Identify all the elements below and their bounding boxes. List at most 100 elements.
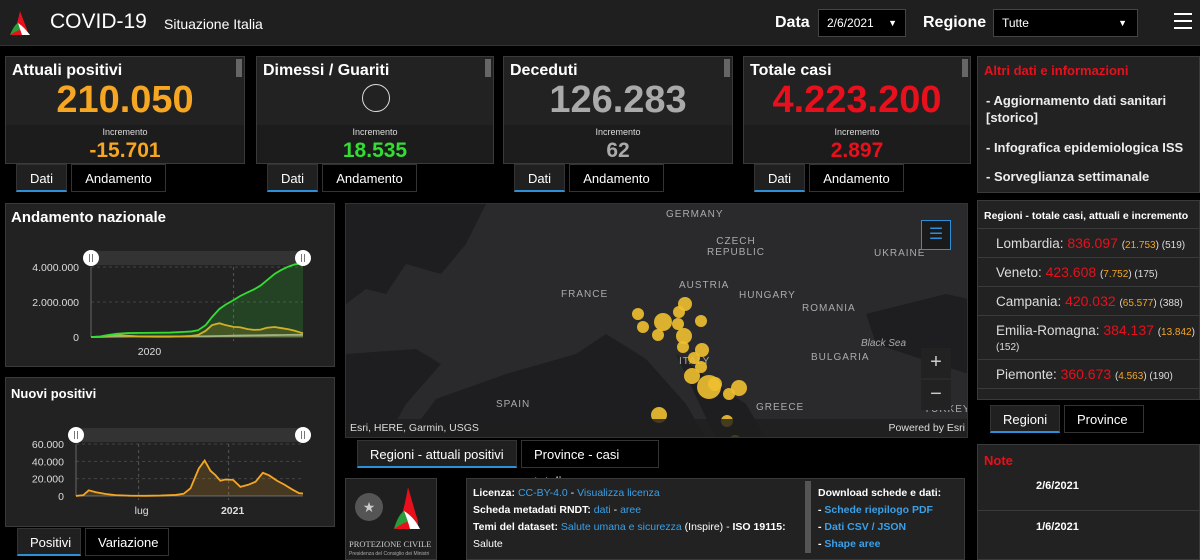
chevron-down-icon: ▼ [1118,18,1127,28]
region-bubble[interactable] [695,361,707,373]
range-slider-handle[interactable] [295,427,311,443]
app-title: COVID-19 [50,10,147,33]
tab-regioni-attuali[interactable]: Regioni - attuali positivi [357,440,517,468]
range-slider-handle[interactable] [83,250,99,266]
licenza-link[interactable]: CC-BY-4.0 [517,487,568,499]
zoom-out-button[interactable]: − [921,380,951,410]
andamento-chart[interactable]: 0 2.000.000 4.000.000 2020 [6,204,336,368]
map-label: ROMANIA [802,303,856,314]
tab-province[interactable]: Province [1064,405,1144,433]
download-csv-link[interactable]: Dati CSV / JSON [824,521,907,533]
region-name: Piemonte: [996,367,1057,382]
region-bubble[interactable] [672,318,684,330]
regions-title: Regioni - totale casi, attuali e increme… [978,201,1199,229]
region-row[interactable]: Lombardia: 836.097 (21.753) (519) [978,229,1199,258]
aree-link[interactable]: aree [620,504,642,516]
range-slider-track[interactable] [76,428,303,442]
download-title: Download schede e dati: [818,487,942,499]
regione-select[interactable]: Tutte ▼ [993,9,1138,37]
tab-province-casi[interactable]: Province - casi totali [521,440,659,489]
region-row[interactable]: Emilia-Romagna: 384.137 (13.842) (152) [978,316,1199,360]
tab-regioni[interactable]: Regioni [990,405,1060,433]
region-name: Veneto: [996,265,1042,280]
region-bubble[interactable] [676,328,692,344]
regions-panel: Regioni - totale casi, attuali e increme… [977,200,1200,400]
download-shape-link[interactable]: Shape aree [824,538,881,550]
tab-dati[interactable]: Dati [267,164,318,192]
hamburger-menu-button[interactable] [1174,13,1192,31]
region-row[interactable]: Veneto: 423.608 (7.752) (175) [978,258,1199,287]
info-link-0[interactable]: - Aggiornamento dati sanitari [storico] [986,93,1167,125]
region-bubble[interactable] [654,313,672,331]
tab-variazione[interactable]: Variazione [85,528,169,556]
region-name: Emilia-Romagna: [996,323,1100,338]
y-tick-label: 4.000.000 [32,262,79,274]
region-bubble[interactable] [695,343,709,357]
region-bubble[interactable] [677,341,689,353]
scrollbar[interactable] [962,59,968,77]
scrollbar[interactable] [236,59,242,77]
tab-dati[interactable]: Dati [514,164,565,192]
region-bubble[interactable] [688,352,700,364]
tab-andamento[interactable]: Andamento [322,164,417,192]
visualizza-licenza-link[interactable]: Visualizza licenza [577,487,660,499]
increment-value: 62 [606,139,630,162]
range-slider-track[interactable] [91,251,303,265]
x-tick-label: 2021 [221,505,245,517]
chart-title: Nuovi positivi [11,386,97,401]
region-name: Campania: [996,294,1062,309]
map-label: CZECH REPUBLIC [706,236,765,258]
region-bubble[interactable] [652,329,664,341]
card-value: 4.223.200 [772,79,942,121]
region-total: 384.137 [1103,322,1154,338]
info-panel: Altri dati e informazioni - Aggiornament… [977,56,1200,193]
region-row[interactable]: Campania: 420.032 (65.577) (388) [978,287,1199,316]
card-tabs: Dati Andamento [267,164,417,192]
licenza-label: Licenza: [473,487,516,499]
nuovi-positivi-chart-panel: Nuovi positivi 0 20.000 40.000 60.000 lug 202… [5,377,335,527]
scrollbar[interactable] [724,59,730,77]
note-date[interactable]: 1/6/2021 [1036,521,1079,533]
regione-value: Tutte [1002,16,1029,30]
nuovi-positivi-chart[interactable]: 0 20.000 40.000 60.000 lug 2021 [6,378,336,528]
note-date[interactable]: 2/6/2021 [978,476,1199,511]
y-tick-label: 60.000 [32,439,64,451]
card-tabs: Dati Andamento [514,164,664,192]
y-tick-label: 0 [58,491,64,503]
region-bubble[interactable] [637,321,649,333]
tab-andamento[interactable]: Andamento [809,164,904,192]
map-basemap [346,204,967,437]
date-select[interactable]: 2/6/2021 ▼ [818,9,906,37]
region-bubble[interactable] [697,375,721,399]
region-bubble[interactable] [673,306,685,318]
zoom-in-button[interactable]: + [921,348,951,378]
tab-andamento[interactable]: Andamento [71,164,166,192]
info-link-1[interactable]: - Infografica epidemiologica ISS [986,140,1184,155]
temi-link[interactable]: Salute umana e sicurezza [560,521,682,533]
tab-dati[interactable]: Dati [754,164,805,192]
loading-spinner-icon [362,84,390,112]
dati-link[interactable]: dati [593,504,611,516]
range-slider-handle[interactable] [295,250,311,266]
info-link-2[interactable]: - Sorveglianza settimanale [986,169,1150,184]
map-view[interactable]: GERMANY CZECH REPUBLIC UKRAINE FRANCE AUSTRI… [345,203,968,438]
tab-dati[interactable]: Dati [16,164,67,192]
region-row[interactable]: Piemonte: 360.673 (4.563) (190) [978,360,1199,389]
map-bubbles [632,297,747,437]
series-area [91,323,303,337]
scrollbar[interactable] [805,481,811,553]
tab-andamento[interactable]: Andamento [569,164,664,192]
region-bubble[interactable] [632,308,644,320]
region-bubble[interactable] [731,380,747,396]
download-pdf-link[interactable]: Schede riepilogo PDF [824,504,933,516]
region-increment: 152 [999,342,1017,353]
tab-positivi[interactable]: Positivi [17,528,81,556]
powered-by-esri[interactable]: Powered by Esri [888,422,965,434]
region-bubble[interactable] [684,368,700,384]
y-tick-label: 40.000 [32,456,64,468]
range-slider-handle[interactable] [68,427,84,443]
region-increment: 190 [1152,371,1170,382]
legend-list-icon[interactable]: ☰ [921,220,951,250]
scrollbar[interactable] [485,59,491,77]
region-bubble[interactable] [695,315,707,327]
